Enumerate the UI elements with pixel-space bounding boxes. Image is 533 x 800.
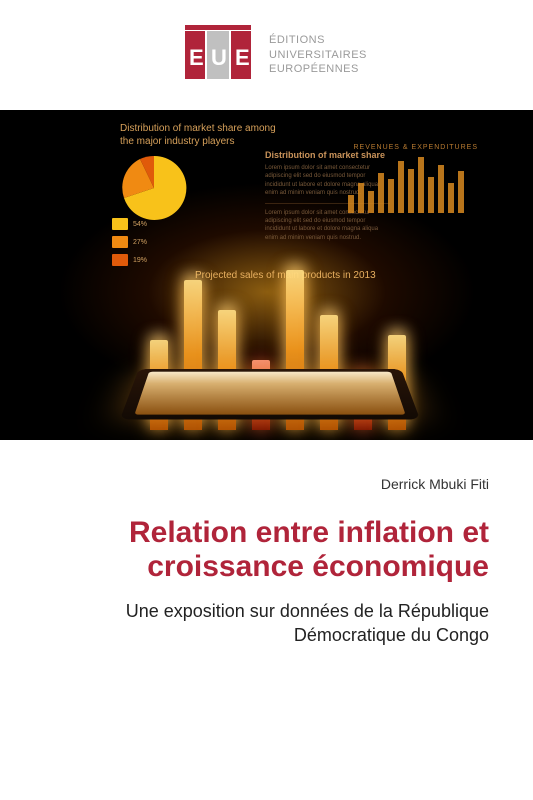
legend-label: 27%: [133, 239, 147, 246]
mini-bar: [428, 177, 434, 213]
legend-swatch-icon: [112, 236, 128, 248]
publisher-logo: E U E: [185, 25, 255, 85]
publisher-header: E U E ÉDITIONS UNIVERSITAIRES EUROPÉENNE…: [0, 0, 533, 110]
legend-label: 19%: [133, 257, 147, 264]
title-line: Relation entre inflation et: [129, 516, 489, 549]
subtitle-line: Démocratique du Congo: [294, 625, 489, 645]
svg-text:E: E: [235, 45, 250, 70]
legend-swatch-icon: [112, 218, 128, 230]
mini-bar: [368, 191, 374, 213]
legend-item: 54%: [112, 218, 147, 230]
tablet-device-icon: [120, 369, 420, 420]
publisher-line: ÉDITIONS: [269, 33, 533, 48]
legend-swatch-icon: [112, 254, 128, 266]
pie-chart-icon: [118, 152, 190, 224]
legend-item: 19%: [112, 254, 147, 266]
publisher-line: EUROPÉENNES: [269, 62, 533, 77]
book-subtitle: Une exposition sur données de la Républi…: [44, 599, 489, 648]
publisher-name: ÉDITIONS UNIVERSITAIRES EUROPÉENNES: [269, 33, 533, 78]
pie-chart-title: Distribution of market share among the m…: [120, 123, 276, 148]
book-title: Relation entre inflation et croissance é…: [44, 516, 489, 583]
mini-bar: [418, 157, 424, 213]
hero-graphic: Distribution of market share among the m…: [0, 110, 533, 440]
svg-text:E: E: [189, 45, 204, 70]
description-body: Lorem ipsum dolor sit amet consectetur a…: [265, 209, 390, 243]
cover-text: Derrick Mbuki Fiti Relation entre inflat…: [0, 440, 533, 800]
mini-bar: [458, 171, 464, 213]
eue-logo-icon: E U E: [185, 25, 255, 85]
mini-bar: [348, 195, 354, 213]
mini-bars-container: [348, 157, 478, 213]
subtitle-line: Une exposition sur données de la Républi…: [126, 601, 489, 621]
svg-text:U: U: [211, 45, 227, 70]
mini-bar: [448, 183, 454, 213]
mini-bar: [398, 161, 404, 213]
mini-bar: [438, 165, 444, 213]
mini-bar: [408, 169, 414, 213]
mini-bar: [378, 173, 384, 213]
publisher-line: UNIVERSITAIRES: [269, 48, 533, 63]
mini-barchart: REVENUES & EXPENDITURES: [348, 144, 478, 213]
mini-barchart-title: REVENUES & EXPENDITURES: [348, 144, 478, 151]
mini-bar: [388, 179, 394, 213]
legend-item: 27%: [112, 236, 147, 248]
legend-label: 54%: [133, 221, 147, 228]
author-name: Derrick Mbuki Fiti: [44, 476, 489, 492]
title-line: croissance économique: [147, 550, 489, 583]
mini-bar: [358, 183, 364, 213]
pie-legend: 54% 27% 19%: [112, 218, 147, 266]
